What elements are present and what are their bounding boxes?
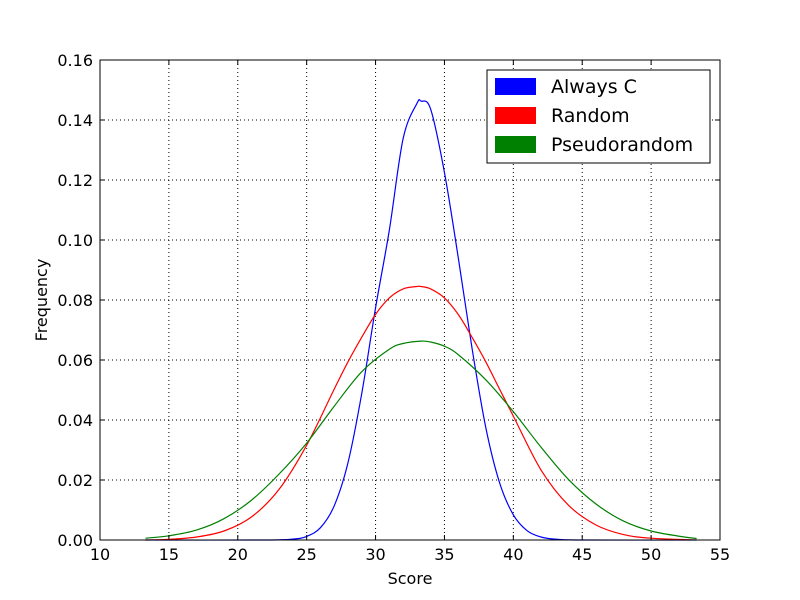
series-line-pseudorandom <box>145 340 697 540</box>
x-tick-label: 25 <box>296 545 316 564</box>
x-tick-label: 55 <box>710 545 730 564</box>
ticks <box>99 59 721 541</box>
y-tick-label: 0.12 <box>57 171 93 190</box>
y-tick-label: 0.04 <box>57 411 93 430</box>
y-tick-label: 0.14 <box>57 111 93 130</box>
series-layer <box>145 99 697 541</box>
y-tick-label: 0.16 <box>57 51 93 70</box>
x-tick-label: 45 <box>572 545 592 564</box>
legend-swatch-random <box>495 107 536 124</box>
y-axis-label: Frequency <box>32 259 51 342</box>
y-tick-label: 0.00 <box>57 531 93 550</box>
x-tick-label: 15 <box>159 545 179 564</box>
x-tick-label: 40 <box>503 545 523 564</box>
legend: Always C Random Pseudorandom <box>486 69 711 164</box>
legend-label-pseudorandom: Pseudorandom <box>551 134 693 156</box>
y-tick-label: 0.10 <box>57 231 93 250</box>
y-tick-label: 0.02 <box>57 471 93 490</box>
x-tick-label: 30 <box>365 545 385 564</box>
legend-swatch-pseudorandom <box>495 136 536 153</box>
tick-labels: 10 15 20 25 30 35 40 45 50 55 0.00 0.02 0.04 0.06 0.08… <box>57 51 730 564</box>
legend-swatch-always-c <box>495 78 536 95</box>
y-tick-label: 0.06 <box>57 351 93 370</box>
legend-label-random: Random <box>551 105 630 127</box>
series-line-random <box>145 285 697 541</box>
series-line-always-c <box>145 99 697 541</box>
x-axis-label: Score <box>388 569 433 588</box>
x-tick-label: 50 <box>641 545 661 564</box>
y-tick-label: 0.08 <box>57 291 93 310</box>
x-tick-label: 20 <box>228 545 248 564</box>
x-tick-label: 10 <box>90 545 110 564</box>
x-tick-label: 35 <box>434 545 454 564</box>
legend-label-always-c: Always C <box>551 76 637 98</box>
